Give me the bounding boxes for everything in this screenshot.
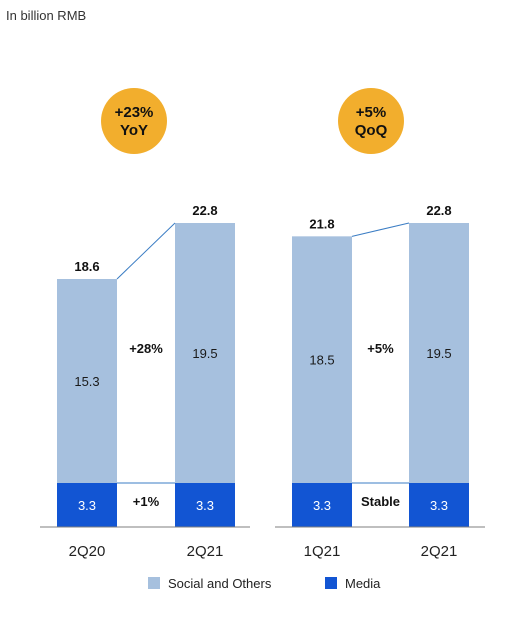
value-label-social: 19.5 [426,346,451,361]
value-label-total: 22.8 [426,203,451,218]
legend-swatch-social [148,577,160,589]
x-tick-label: 2Q21 [421,543,458,560]
growth-badge-value: +5% [356,104,386,121]
value-label-media: 3.3 [313,498,331,513]
change-label-social: +28% [129,341,163,356]
value-label-social: 19.5 [192,346,217,361]
growth-badge-basis: YoY [120,122,148,139]
x-tick-label: 1Q21 [304,543,341,560]
value-label-media: 3.3 [196,498,214,513]
legend-swatch-media [325,577,337,589]
value-label-social: 15.3 [74,374,99,389]
x-tick-label: 2Q21 [187,543,224,560]
bar-social-1q21-g1 [292,236,352,483]
connector-top-line [351,222,410,237]
change-label-social: +5% [367,341,394,356]
value-label-social: 18.5 [309,353,334,368]
growth-badge [101,88,167,154]
connector-top-line [116,222,176,280]
growth-badge [338,88,404,154]
change-label-media: +1% [133,494,160,509]
legend-label-social: Social and Others [168,575,272,591]
bar-media-2q21-g0 [175,483,235,527]
x-tick-label: 2Q20 [69,543,106,560]
legend-item-media: Media [325,573,380,593]
bar-media-2q21-g1 [409,483,469,527]
value-label-total: 21.8 [309,216,334,231]
value-label-media: 3.3 [430,498,448,513]
bar-media-1q21-g1 [292,483,352,527]
growth-badge-basis: QoQ [355,122,388,139]
growth-badge-value: +23% [115,104,154,121]
value-label-media: 3.3 [78,498,96,513]
bar-social-2q21-g1 [409,223,469,483]
bar-social-2q21-g0 [175,223,235,483]
bar-social-2q20-g0 [57,279,117,483]
legend-label-media: Media [345,575,381,591]
value-label-total: 22.8 [192,203,217,218]
legend-item-social: Social and Others [148,573,271,593]
bar-media-2q20-g0 [57,483,117,527]
change-label-media: Stable [361,494,400,509]
unit-label: In billion RMB [6,8,87,23]
value-label-total: 18.6 [74,259,99,274]
